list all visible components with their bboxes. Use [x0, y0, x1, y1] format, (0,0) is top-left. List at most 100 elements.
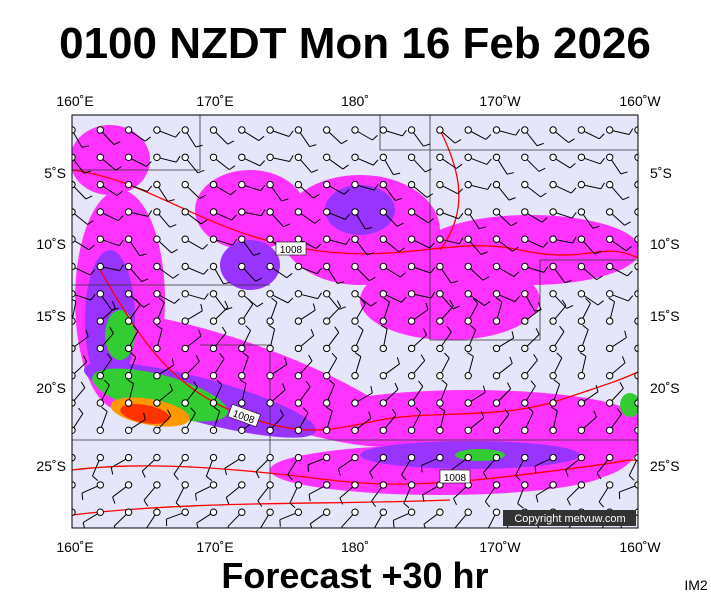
- wind-barb-flag: [224, 468, 228, 476]
- station: [323, 453, 331, 462]
- station: [379, 508, 387, 516]
- station: [124, 372, 133, 380]
- station: [294, 235, 303, 243]
- wind-barb-flag: [452, 305, 460, 310]
- wind-barb-flag: [579, 352, 587, 357]
- wind-barb-flag: [620, 171, 628, 175]
- station: [266, 372, 274, 380]
- station: [209, 344, 218, 353]
- station: [153, 317, 161, 325]
- station: [294, 426, 303, 434]
- wind-barb-flag: [495, 297, 503, 303]
- map-field: [72, 115, 660, 528]
- wind-barb-flag: [596, 275, 603, 281]
- station: [96, 262, 105, 271]
- wind-barb-flag: [287, 474, 293, 481]
- station: [521, 426, 529, 434]
- station: [323, 317, 331, 325]
- wind-barb-flag: [82, 522, 85, 528]
- station: [209, 481, 218, 489]
- station: [521, 126, 529, 134]
- station: [436, 153, 444, 162]
- wind-barb-flag: [344, 213, 351, 220]
- station: [492, 180, 501, 189]
- station: [464, 235, 472, 243]
- wind-barb-flag: [342, 164, 349, 170]
- station: [492, 426, 501, 434]
- station: [153, 508, 161, 516]
- station: [549, 372, 557, 380]
- wind-barb-flag: [401, 296, 407, 303]
- wind-barb-flag: [87, 220, 94, 225]
- station: [549, 208, 557, 216]
- wind-barb-flag: [260, 209, 266, 216]
- station: [266, 508, 274, 516]
- wind-barb-flag: [569, 163, 576, 169]
- map-frame: [71, 114, 639, 529]
- wind-barb-flag: [305, 380, 311, 388]
- station: [436, 508, 444, 516]
- wind-barb-flag: [430, 267, 436, 274]
- wind-barb-flag: [401, 474, 407, 481]
- station: [266, 481, 274, 489]
- wind-barb-flag: [339, 497, 344, 505]
- wind-barb-flag: [402, 129, 407, 137]
- station: [521, 153, 529, 162]
- wind-barb-flag: [216, 379, 223, 386]
- station: [209, 317, 218, 325]
- wind-barb-flag: [373, 159, 379, 166]
- station: [124, 290, 133, 298]
- station: [407, 426, 416, 434]
- station: [153, 453, 161, 462]
- station: [124, 481, 133, 489]
- wind-barb-flag: [89, 269, 96, 276]
- wind-barb-flag: [167, 409, 172, 417]
- station: [521, 481, 529, 489]
- wind-barb-flag: [132, 325, 139, 332]
- wind-barb-flag: [369, 471, 374, 479]
- station: [407, 180, 416, 189]
- wind-barb-flag: [271, 297, 278, 303]
- wind-barb-flag: [487, 183, 492, 190]
- station: [492, 344, 501, 353]
- wind-barb-flag: [535, 327, 540, 335]
- wind-barb-flag: [195, 144, 203, 148]
- lat-label: 5˚S: [44, 165, 66, 181]
- station: [96, 317, 105, 325]
- wind-barb-flag: [654, 192, 660, 196]
- station: [577, 453, 586, 462]
- station: [464, 399, 472, 407]
- station: [606, 262, 614, 271]
- wind-barb-flag: [118, 239, 124, 247]
- station: [351, 153, 359, 162]
- station: [549, 126, 557, 134]
- wind-barb-flag: [115, 166, 122, 171]
- wind-barb-flag: [425, 168, 432, 173]
- station: [124, 235, 133, 243]
- station: [379, 153, 387, 162]
- wind-barb-flag: [403, 502, 410, 509]
- station: [577, 372, 586, 380]
- station: [351, 235, 359, 243]
- wind-barb-flag: [593, 410, 597, 418]
- wind-barb-flag: [585, 297, 591, 304]
- wind-barb-flag: [204, 293, 209, 300]
- station: [96, 372, 105, 380]
- station: [436, 453, 444, 462]
- station: [124, 180, 133, 189]
- wind-barb-flag: [288, 130, 294, 137]
- wind-barb-flag: [147, 210, 153, 217]
- station: [549, 290, 557, 298]
- station: [521, 453, 529, 462]
- wind-barb-flag: [143, 499, 149, 507]
- wind-barb-flag: [457, 188, 464, 195]
- wind-barb-flag: [399, 272, 406, 278]
- wind-barb-flag: [155, 324, 163, 330]
- station: [294, 317, 303, 325]
- station: [351, 180, 359, 189]
- wind-barb-flag: [341, 139, 348, 145]
- station: [294, 126, 303, 134]
- station: [606, 399, 614, 407]
- wind-barb-flag: [370, 386, 373, 394]
- wind-barb-flag: [444, 352, 450, 359]
